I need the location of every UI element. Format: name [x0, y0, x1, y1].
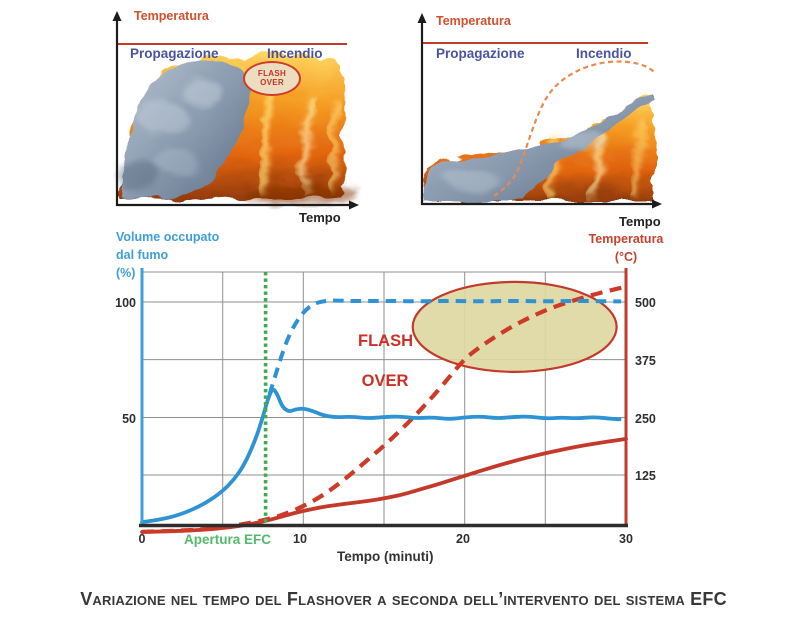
x-arrow-icon	[652, 199, 662, 209]
mini2-y-axis-label: Temperatura	[436, 14, 511, 28]
flashover-badge: FLASH OVER	[243, 61, 301, 96]
tempo-minuti-label: Tempo (minuti)	[337, 549, 434, 564]
y-arrow-icon	[112, 11, 122, 21]
right-tick-125: 125	[635, 469, 656, 483]
curve-temperatura-ritardata	[493, 60, 655, 197]
mini1-phase-incendio: Incendio	[267, 46, 323, 61]
left-tick-50: 50	[122, 412, 136, 426]
right-tick-500: 500	[635, 296, 656, 310]
x-tick-0: 0	[138, 532, 146, 546]
volume-axis-label: Volume occupato dal fumo (%)	[116, 230, 220, 281]
curve-volume-fumo-con-efc	[140, 387, 622, 524]
y-arrow-icon	[417, 13, 427, 23]
mini2-phase-incendio: Incendio	[576, 46, 632, 61]
right-tick-250: 250	[635, 412, 656, 426]
apertura-efc-label: Apertura EFC	[184, 532, 272, 547]
flashover-label: FLASH OVER	[358, 311, 413, 392]
temperature-axis-label: Temperatura (°C)	[588, 232, 664, 265]
x-tick-20: 20	[456, 532, 470, 546]
left-tick-100: 100	[115, 296, 136, 310]
flashover-label-line2: OVER	[361, 372, 409, 391]
smoke-image	[423, 91, 654, 201]
mini1-y-axis-label: Temperatura	[134, 9, 209, 23]
flashover-ellipse	[411, 280, 618, 373]
x-tick-30: 30	[619, 532, 633, 546]
main-chart	[139, 268, 628, 534]
mini2-phase-propagazione: Propagazione	[436, 46, 525, 61]
curve-volume-fumo-senza-efc	[267, 298, 622, 396]
flashover-label-line1: FLASH	[358, 332, 413, 351]
mini1-x-axis-label: Tempo	[299, 210, 341, 225]
flashover-badge-line2: OVER	[260, 77, 284, 87]
x-tick-10: 10	[293, 532, 307, 546]
mini1-phase-propagazione: Propagazione	[130, 46, 219, 61]
flashover-badge-line1: FLASH	[257, 68, 287, 78]
mini2-axes	[420, 18, 654, 206]
right-tick-375: 375	[635, 354, 656, 368]
mini-chart-fire-senza-efc	[112, 11, 359, 210]
curve-temperatura-senza-efc	[141, 284, 627, 534]
mini1-axes	[115, 16, 350, 207]
mini-chart-fire-con-efc	[417, 13, 662, 209]
x-arrow-icon	[349, 200, 359, 210]
smoke-image	[118, 59, 252, 200]
mini2-x-axis-label: Tempo	[619, 214, 661, 229]
figure-caption: Variazione nel tempo del Flashover a sec…	[80, 589, 727, 609]
